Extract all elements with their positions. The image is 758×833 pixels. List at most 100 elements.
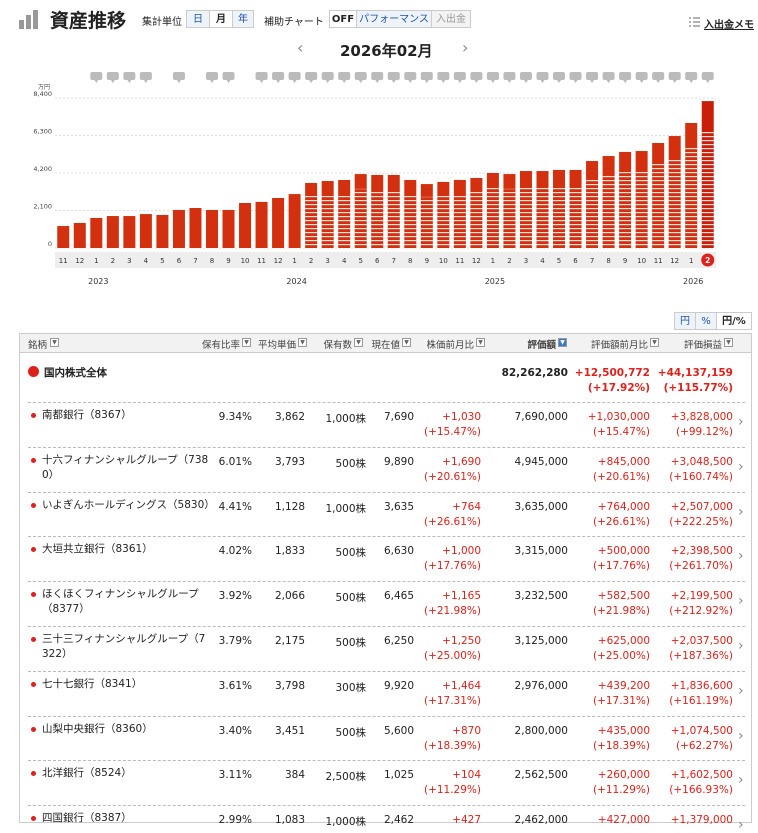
row-chevron[interactable]: › (738, 458, 744, 475)
sort-icon[interactable]: ▼ (298, 338, 307, 347)
x-tick-label: 6 (177, 257, 182, 265)
column-header[interactable]: 評価額 (527, 340, 556, 351)
cell-value-chg-pct: (+11.29%) (592, 784, 650, 797)
unit-button[interactable]: 年 (232, 10, 254, 28)
memo-bubble (272, 72, 285, 80)
aux-button[interactable]: OFF (329, 10, 357, 28)
column-header[interactable]: 評価額前月比 (590, 340, 648, 351)
x-tick-label: 2 (111, 257, 115, 265)
sort-icon[interactable]: ▼ (354, 338, 363, 347)
stock-name[interactable]: 南都銀行（8367） (42, 409, 132, 421)
prev-month[interactable]: ‹ (297, 38, 304, 57)
x-tick-label: 11 (654, 257, 663, 265)
unit-toggle[interactable]: 円/% (716, 312, 752, 330)
bar (156, 214, 169, 248)
memo-bubble (569, 72, 582, 80)
column-header[interactable]: 現在値 (371, 340, 400, 351)
row-chevron[interactable]: › (738, 682, 744, 699)
sort-icon[interactable]: ▼ (50, 338, 59, 347)
x-tick-label: 4 (144, 257, 149, 265)
row-chevron[interactable]: › (738, 414, 744, 430)
stock-name[interactable]: いよぎんホールディングス（5830） (42, 498, 215, 511)
stock-name[interactable]: 三十三フィナンシャルグループ（7322） (42, 633, 206, 660)
x-tick-label: 9 (623, 257, 627, 265)
cell-ratio: 2.99% (218, 814, 252, 827)
sort-icon[interactable]: ▼ (476, 338, 485, 347)
row-chevron[interactable]: › (738, 817, 744, 833)
memo-bubble-tail (523, 80, 528, 83)
memo-bubble-tail (573, 80, 578, 83)
cell-qty: 2,500株 (325, 771, 366, 784)
row-chevron[interactable]: › (738, 548, 744, 565)
unit-toggle[interactable]: 円 (674, 312, 696, 330)
memo-bubble (305, 72, 318, 80)
sort-icon[interactable]: ▼ (724, 338, 733, 347)
stock-name[interactable]: 十六フィナンシャルグループ（7380） (42, 453, 209, 481)
cell-avg: 3,451 (274, 724, 305, 737)
aux-button[interactable]: 入出金 (431, 10, 471, 28)
bar (90, 218, 103, 248)
cell-ratio: 6.01% (218, 455, 252, 468)
memo-bubble-tail (540, 80, 545, 83)
aux-label: 補助チャート (264, 17, 324, 28)
memo-bubble-tail (309, 80, 314, 83)
column-header[interactable]: 株価前月比 (426, 340, 474, 351)
row-chevron[interactable]: › (738, 593, 744, 610)
row-chevron[interactable]: › (738, 727, 744, 744)
cell-value: 2,976,000 (514, 679, 568, 692)
x-tick-label: 8 (210, 257, 214, 265)
sort-icon[interactable]: ▼ (242, 338, 251, 347)
x-tick-label: 9 (226, 257, 230, 265)
cell-price-chg-pct: (+20.61%) (423, 470, 481, 483)
memo-bubble-tail (292, 80, 297, 83)
bar-stripes (387, 189, 400, 248)
next-month[interactable]: › (462, 38, 469, 57)
total-value-change: +12,500,772 (574, 367, 650, 379)
bar-stripes (470, 192, 483, 248)
sort-icon[interactable]: ▼ (558, 338, 567, 347)
stock-name[interactable]: 四国銀行（8387） (42, 812, 132, 825)
column-header[interactable]: 保有数 (323, 340, 352, 351)
cell-pl: +2,199,500 (670, 590, 733, 603)
memo-link[interactable]: 入出金メモ (704, 20, 754, 31)
unit-toggle[interactable]: % (695, 312, 717, 330)
column-header[interactable]: 平均単価 (257, 340, 296, 351)
stock-name[interactable]: 七十七銀行（8341） (42, 677, 143, 690)
cell-ratio: 3.79% (218, 635, 252, 647)
memo-bubble (172, 72, 185, 80)
column-header[interactable]: 評価損益 (683, 340, 722, 351)
cell-value-chg-pct: (+25.00%) (592, 650, 650, 662)
row-chevron[interactable]: › (738, 772, 744, 789)
cell-price-chg: +1,000 (442, 545, 481, 558)
column-header[interactable]: 銘柄 (28, 340, 48, 351)
x-tick-label: 3 (325, 257, 329, 265)
x-tick-label: 11 (257, 257, 266, 265)
memo-bubble-tail (358, 80, 363, 83)
cell-price: 5,600 (383, 724, 414, 737)
row-chevron[interactable]: › (738, 638, 744, 654)
column-header[interactable]: 保有比率 (201, 340, 240, 351)
row-chevron[interactable]: › (738, 503, 744, 520)
stock-name[interactable]: 山梨中央銀行（8360） (42, 722, 153, 735)
x-tick-label: 3 (524, 257, 528, 265)
cell-qty: 500株 (335, 547, 366, 560)
bar-stripes (503, 188, 516, 248)
cell-pl: +1,836,600 (670, 679, 733, 692)
total-pl: +44,137,159 (657, 367, 733, 379)
bar-stripes (486, 188, 499, 248)
stock-name[interactable]: ほくほくフィナンシャルグループ（8377） (42, 588, 199, 616)
sort-icon[interactable]: ▼ (650, 338, 659, 347)
memo-bubble (205, 72, 218, 80)
memo-bubble (371, 72, 384, 80)
stock-name[interactable]: 北洋銀行（8524） (42, 767, 132, 780)
aux-button[interactable]: パフォーマンス (356, 10, 432, 28)
sort-icon[interactable]: ▼ (402, 338, 411, 347)
cell-ratio: 3.61% (218, 679, 252, 692)
row-separator (28, 760, 745, 762)
unit-button[interactable]: 日 (186, 10, 210, 28)
stock-name[interactable]: 大垣共立銀行（8361） (42, 543, 153, 556)
cell-value: 3,232,500 (514, 590, 568, 603)
year-label: 2024 (286, 277, 306, 286)
memo-bubble-tail (176, 80, 181, 83)
unit-button[interactable]: 月 (209, 10, 233, 28)
